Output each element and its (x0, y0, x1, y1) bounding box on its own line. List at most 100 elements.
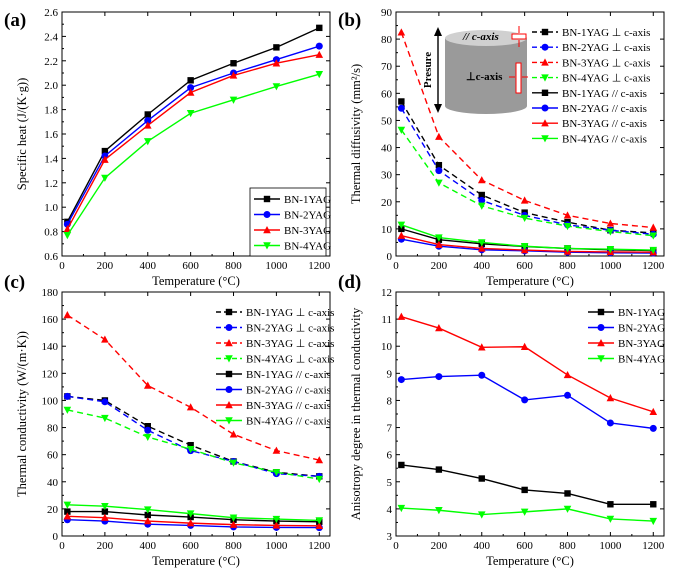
legend-label: BN-1YAG (284, 194, 331, 206)
legend-marker (541, 28, 549, 36)
x-tick-label: 200 (97, 540, 114, 552)
cylinder-top (445, 30, 527, 46)
legend-label: BN-2YAG ⊥ c-axis (246, 323, 334, 335)
data-point (186, 519, 195, 527)
data-point (144, 511, 151, 519)
x-tick-label: 200 (431, 260, 448, 272)
legend-label: BN-2YAG // c-axis (562, 103, 647, 115)
x-tick-label: 400 (140, 540, 157, 552)
y-tick-label: 10 (381, 224, 393, 236)
x-tick-label: 600 (516, 260, 533, 272)
legend-marker (225, 324, 233, 331)
legend-label: BN-2YAG (618, 323, 665, 335)
data-point (606, 219, 615, 227)
data-point (606, 394, 615, 402)
y-tick-label: 12 (381, 287, 392, 299)
data-point (101, 414, 109, 423)
data-point (101, 335, 109, 343)
legend-marker (263, 242, 271, 250)
data-point (398, 461, 405, 469)
data-point (606, 246, 615, 254)
y-axis-label: Thermal diffusivity (mm²/s) (349, 64, 363, 204)
data-point (186, 446, 195, 454)
data-point (186, 110, 195, 118)
legend-marker (597, 308, 605, 316)
data-point (564, 490, 571, 497)
series-3 (397, 126, 658, 240)
y-tick-label: 30 (381, 170, 393, 182)
x-tick-label: 400 (140, 260, 157, 272)
data-point (435, 167, 443, 175)
pressure-arrow-head-up (434, 27, 442, 36)
y-tick-label: 40 (381, 143, 393, 155)
data-point (397, 28, 406, 36)
x-tick-label: 1200 (642, 260, 665, 272)
data-point (563, 211, 572, 219)
x-tick-label: 1200 (308, 540, 331, 552)
legend-marker (541, 74, 549, 82)
y-tick-label: 40 (47, 477, 59, 489)
data-point (143, 506, 152, 514)
data-point (101, 155, 109, 163)
legend-marker (541, 135, 549, 143)
data-point (101, 513, 109, 521)
data-point (144, 423, 151, 430)
y-tick-label: 5 (387, 477, 393, 489)
series-3 (397, 504, 658, 526)
panel-label: (c) (4, 272, 25, 293)
y-tick-label: 6 (387, 450, 393, 462)
data-point (520, 243, 529, 251)
data-point (478, 371, 486, 379)
y-tick-label: 100 (42, 395, 59, 407)
y-tick-label: 160 (42, 314, 59, 326)
data-point (521, 486, 528, 494)
data-point (435, 161, 443, 169)
y-tick-label: 180 (42, 287, 59, 299)
series-3 (63, 71, 324, 240)
data-point (478, 191, 485, 199)
legend-label: BN-3YAG ⊥ c-axis (562, 57, 650, 69)
legend-label: BN-1YAG // c-axis (246, 369, 331, 381)
data-point (273, 44, 280, 51)
data-point (397, 504, 406, 513)
y-tick-label: 2.4 (44, 31, 58, 43)
data-point (435, 132, 443, 140)
legend-label: BN-1YAG (618, 307, 665, 319)
legend-marker (263, 211, 271, 218)
data-point (477, 343, 486, 351)
data-point (520, 342, 529, 350)
data-point (63, 225, 72, 233)
data-point (64, 508, 71, 515)
legend-label: BN-3YAG (618, 338, 665, 350)
x-tick-label: 600 (516, 540, 533, 552)
panel-label: (d) (338, 272, 361, 293)
data-point (397, 376, 405, 384)
legend-label: BN-2YAG (284, 210, 331, 222)
y-tick-label: 1.4 (44, 153, 58, 165)
data-point (398, 98, 405, 105)
y-axis-label: Anisotropy degree in thermal conductivit… (349, 307, 363, 520)
y-tick-label: 0 (387, 251, 393, 263)
series-1 (397, 371, 657, 432)
data-point (397, 221, 406, 229)
x-tick-label: 400 (474, 540, 491, 552)
x-tick-label: 400 (474, 260, 491, 272)
data-point (649, 424, 657, 432)
chart-panel-c: (c) 0 200 400 600 800 1000 1200 0 20 40 60 80 100 120 1… (4, 272, 334, 568)
series-2 (397, 312, 658, 416)
x-tick-label: 1200 (642, 540, 665, 552)
legend-marker (263, 226, 271, 234)
data-point (186, 510, 195, 518)
y-tick-label: 8 (387, 395, 393, 407)
legend: BN-1YAG BN-2YAG BN-3YAG BN-4YAG (588, 307, 665, 366)
y-tick-label: 20 (47, 504, 59, 516)
data-point (229, 430, 238, 438)
y-tick-label: 20 (381, 197, 393, 209)
data-point (272, 515, 281, 524)
data-point (63, 512, 72, 520)
data-point (477, 239, 486, 247)
x-tick-label: 1000 (599, 540, 622, 552)
x-axis-label: Temperature (°C) (152, 274, 240, 288)
legend-marker (597, 339, 605, 347)
data-point (563, 505, 572, 513)
